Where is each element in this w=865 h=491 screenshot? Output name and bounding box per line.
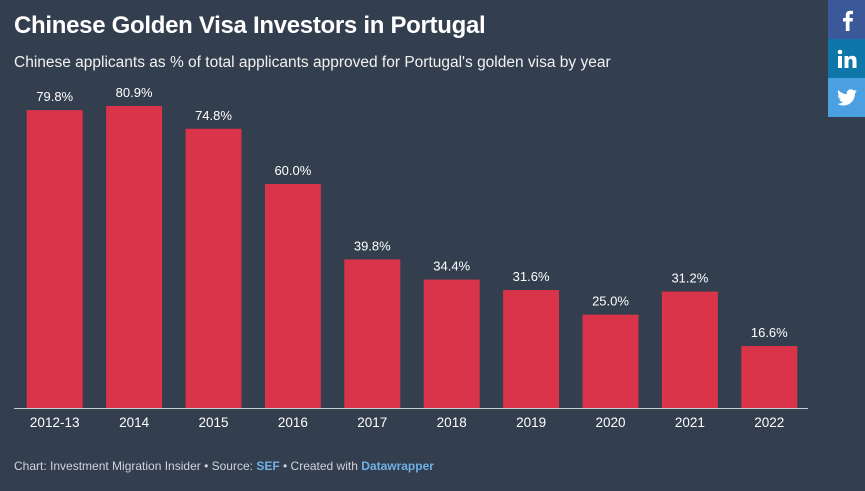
footer-credit: Chart: Investment Migration Insider • So…: [14, 459, 257, 473]
bar-2017: [344, 259, 401, 408]
x-tick-label: 2015: [198, 415, 228, 430]
x-tick-label: 2022: [754, 415, 784, 430]
bar-2014: [106, 106, 163, 408]
share-bar: [828, 0, 865, 117]
twitter-share-button[interactable]: [828, 78, 865, 117]
source-link[interactable]: SEF: [256, 459, 280, 473]
data-label: 31.2%: [671, 271, 708, 286]
facebook-share-button[interactable]: [828, 0, 865, 39]
bar-2018: [423, 279, 480, 408]
bar-2012-13: [26, 110, 83, 409]
linkedin-icon: [837, 49, 856, 68]
datawrapper-link[interactable]: Datawrapper: [361, 459, 434, 473]
x-tick-label: 2019: [516, 415, 546, 430]
data-label: 74.8%: [195, 108, 232, 123]
x-tick-label: 2016: [278, 415, 308, 430]
x-tick-label: 2018: [437, 415, 467, 430]
bar-2015: [185, 128, 242, 409]
linkedin-share-button[interactable]: [828, 39, 865, 78]
data-label: 79.8%: [36, 89, 73, 104]
footer-created-with: • Created with: [279, 459, 362, 473]
x-tick-label: 2017: [357, 415, 387, 430]
data-label: 39.8%: [354, 238, 391, 253]
bar-2016: [264, 184, 321, 408]
bar-2019: [503, 290, 560, 408]
bar-2022: [741, 346, 798, 408]
chart-footer: Chart: Investment Migration Insider • So…: [14, 459, 434, 473]
facebook-icon: [842, 10, 853, 31]
x-tick-label: 2020: [595, 415, 625, 430]
bar-2020: [582, 314, 639, 408]
x-tick-label: 2014: [119, 415, 150, 430]
data-label: 60.0%: [274, 163, 311, 178]
data-label: 80.9%: [116, 85, 153, 100]
bar-chart: 79.8% 2012-13 80.9% 2014 74.8% 2015 60.0% 2016 3…: [14, 85, 808, 430]
x-tick-label: 2021: [675, 415, 705, 430]
chart-subtitle: Chinese applicants as % of total applica…: [14, 54, 611, 71]
data-label: 34.4%: [433, 259, 470, 274]
x-tick-label: 2012-13: [30, 415, 80, 430]
chart-title: Chinese Golden Visa Investors in Portuga…: [14, 12, 486, 39]
data-label: 25.0%: [592, 294, 629, 309]
data-label: 16.6%: [751, 325, 788, 340]
twitter-icon: [836, 89, 857, 106]
bar-2021: [661, 291, 718, 408]
data-label: 31.6%: [513, 269, 550, 284]
